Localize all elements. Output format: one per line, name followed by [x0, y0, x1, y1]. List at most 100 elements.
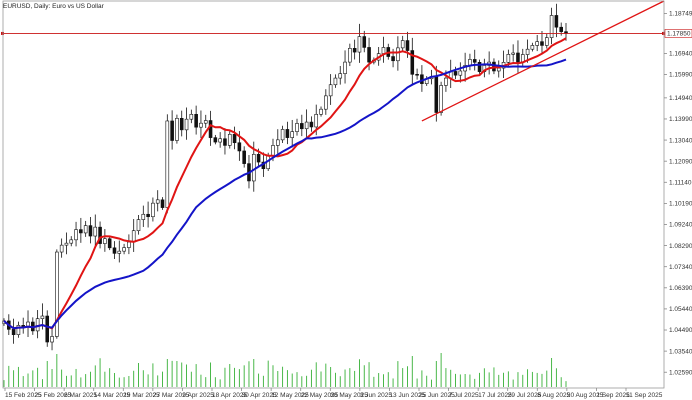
- price-label: 1.11140: [669, 179, 692, 186]
- candle-body: [362, 36, 367, 48]
- candle-body: [453, 71, 458, 76]
- price-label: 1.02590: [669, 369, 692, 376]
- time-label: 25 Feb 2025: [35, 392, 72, 399]
- candle-body: [309, 121, 314, 128]
- candle-body: [314, 114, 319, 128]
- candle-body: [391, 56, 395, 62]
- candle-body: [83, 225, 88, 234]
- candle-body: [103, 238, 107, 244]
- time-label: 7 Jul 2025: [449, 392, 479, 399]
- candle-body: [276, 139, 280, 146]
- candle-body: [381, 47, 386, 54]
- candle-body: [117, 250, 122, 254]
- time-label: 30 Apr 2025: [242, 392, 277, 399]
- candle-body: [304, 121, 309, 130]
- time-label: 22 May 2025: [301, 392, 339, 399]
- candle-body: [218, 138, 222, 143]
- candle-body: [55, 251, 59, 337]
- candle-body: [165, 120, 170, 208]
- candle-body: [136, 219, 141, 232]
- candle-body: [511, 52, 515, 55]
- candle-body: [410, 50, 415, 75]
- candle-body: [50, 336, 54, 343]
- candle-body: [69, 239, 74, 244]
- time-label: 11 Sep 2025: [626, 392, 663, 399]
- candle-body: [357, 36, 362, 53]
- candle-body: [160, 199, 165, 208]
- candle-body: [290, 131, 294, 138]
- price-label: 1.05440: [669, 306, 692, 313]
- candle-body: [434, 76, 439, 113]
- candle-body: [324, 95, 328, 110]
- candle-body: [74, 229, 78, 241]
- candle-body: [477, 62, 482, 72]
- price-label: 1.13990: [669, 116, 692, 123]
- candle-body: [400, 40, 405, 49]
- ma-line-1: [3, 37, 567, 330]
- time-label: 12 May 2025: [271, 392, 309, 399]
- candle-body: [98, 226, 102, 244]
- price-label: 1.16940: [669, 51, 692, 58]
- candle-body: [367, 47, 371, 63]
- candle-body: [251, 153, 256, 182]
- price-label: 1.07340: [669, 264, 692, 271]
- price-label: 1.08290: [669, 243, 692, 250]
- candle-body: [237, 142, 242, 152]
- price-label: 1.12090: [669, 158, 692, 165]
- candle-body: [189, 114, 194, 120]
- time-label: 27 Mar 2025: [153, 392, 190, 399]
- time-label: 1 Sep 2025: [596, 392, 630, 399]
- candle-body: [146, 213, 150, 218]
- candle-body: [107, 238, 112, 249]
- candle-body: [554, 15, 559, 28]
- time-label: 6 Mar 2025: [64, 392, 97, 399]
- volume-bars: [3, 353, 567, 387]
- candle-body: [35, 318, 40, 332]
- price-label: 1.13040: [669, 137, 692, 144]
- candle-body: [516, 52, 520, 63]
- candle-body: [242, 150, 246, 164]
- candle-body: [333, 77, 338, 86]
- time-label: 20 Aug 2025: [567, 392, 604, 399]
- candle-body: [348, 48, 352, 63]
- candle-body: [540, 41, 544, 46]
- candle-body: [535, 41, 539, 46]
- candle-body: [170, 120, 174, 141]
- candle-body: [256, 153, 261, 163]
- candle-body: [175, 117, 179, 141]
- indicator-lines: [1, 0, 665, 330]
- time-label: 18 Apr 2025: [212, 392, 247, 399]
- time-label: 9 Apr 2025: [182, 392, 214, 399]
- candle-body: [64, 242, 69, 246]
- time-label: 17 Jul 2025: [478, 392, 512, 399]
- price-label: 1.14940: [669, 95, 692, 102]
- time-label: 15 Feb 2025: [5, 392, 42, 399]
- price-level-handle-left: [1, 31, 4, 35]
- candle-body: [79, 229, 83, 234]
- candle-body: [40, 315, 45, 319]
- candle-body: [131, 230, 136, 243]
- candle-body: [45, 315, 50, 343]
- candle-body: [151, 202, 155, 218]
- candle-body: [112, 247, 117, 254]
- candle-body: [549, 15, 554, 38]
- candle-body: [405, 40, 410, 51]
- candle-body: [194, 114, 198, 128]
- candle-body: [458, 70, 463, 76]
- candle-body: [319, 108, 323, 115]
- price-label: 1.10190: [669, 201, 692, 208]
- candle-body: [444, 77, 448, 86]
- price-label: 1.06390: [669, 285, 692, 292]
- chart-title: EURUSD, Daily: Euro vs US Dollar: [3, 3, 105, 10]
- candle-body: [472, 59, 477, 63]
- candle-body: [179, 117, 184, 131]
- time-label: 25 Jun 2025: [419, 392, 455, 399]
- candle-body: [232, 133, 237, 144]
- current-price-box: [664, 29, 692, 38]
- candle-body: [415, 74, 419, 76]
- candle-body: [223, 138, 227, 146]
- time-label: 3 Jun 2025: [360, 392, 393, 399]
